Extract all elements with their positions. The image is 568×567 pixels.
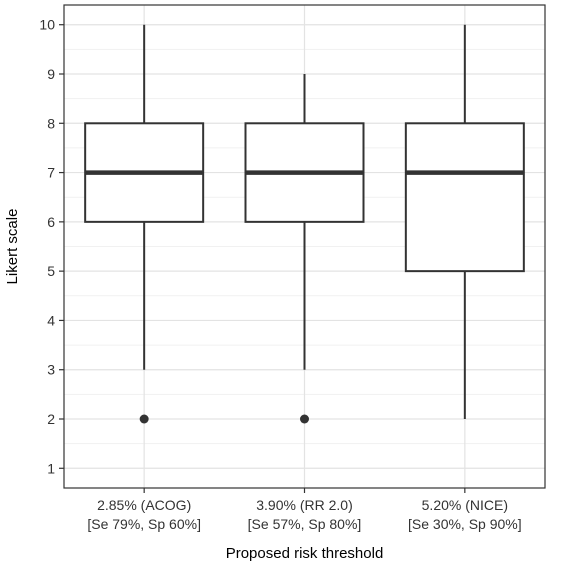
y-tick-label: 8 — [47, 115, 55, 131]
x-tick-label-line: 5.20% (NICE) — [422, 497, 508, 513]
box-1 — [84, 24, 205, 424]
y-tick-label: 5 — [47, 263, 55, 279]
x-tick-label: 3.90% (RR 2.0) [Se 57%, Sp 80%] — [248, 497, 362, 532]
x-tick-label-line: [Se 57%, Sp 80%] — [248, 516, 362, 532]
boxes — [84, 24, 525, 424]
y-tick-label: 2 — [47, 411, 55, 427]
x-tick-label-line: 3.90% (RR 2.0) — [256, 497, 352, 513]
outlier-point — [300, 414, 309, 424]
y-tick-label: 9 — [47, 66, 55, 82]
iqr-box — [404, 122, 525, 273]
y-tick-label: 10 — [39, 17, 55, 33]
y-tick-label: 4 — [47, 312, 55, 328]
y-tick-label: 6 — [47, 214, 55, 230]
outlier-point — [139, 414, 149, 424]
y-tick-label: 3 — [47, 362, 55, 378]
y-tick-label: 7 — [47, 165, 55, 181]
x-axis-title: Proposed risk threshold — [226, 545, 384, 562]
x-tick-label: 5.20% (NICE) [Se 30%, Sp 90%] — [408, 497, 522, 532]
x-tick-label: 2.85% (ACOG) [Se 79%, Sp 60%] — [87, 497, 201, 532]
x-tick-label-line: [Se 30%, Sp 90%] — [408, 516, 522, 532]
box-2 — [244, 74, 365, 424]
y-tick-label: 1 — [47, 460, 55, 476]
x-tick-label-line: [Se 79%, Sp 60%] — [87, 516, 201, 532]
x-tick-label-line: 2.85% (ACOG) — [97, 497, 191, 513]
y-axis-title: Likert scale — [4, 209, 21, 285]
axes: 1 2 3 4 5 6 7 8 9 10 2.85% (ACOG) [Se 79%, Sp 60%] 3… — [39, 17, 521, 532]
box-3 — [404, 24, 525, 419]
